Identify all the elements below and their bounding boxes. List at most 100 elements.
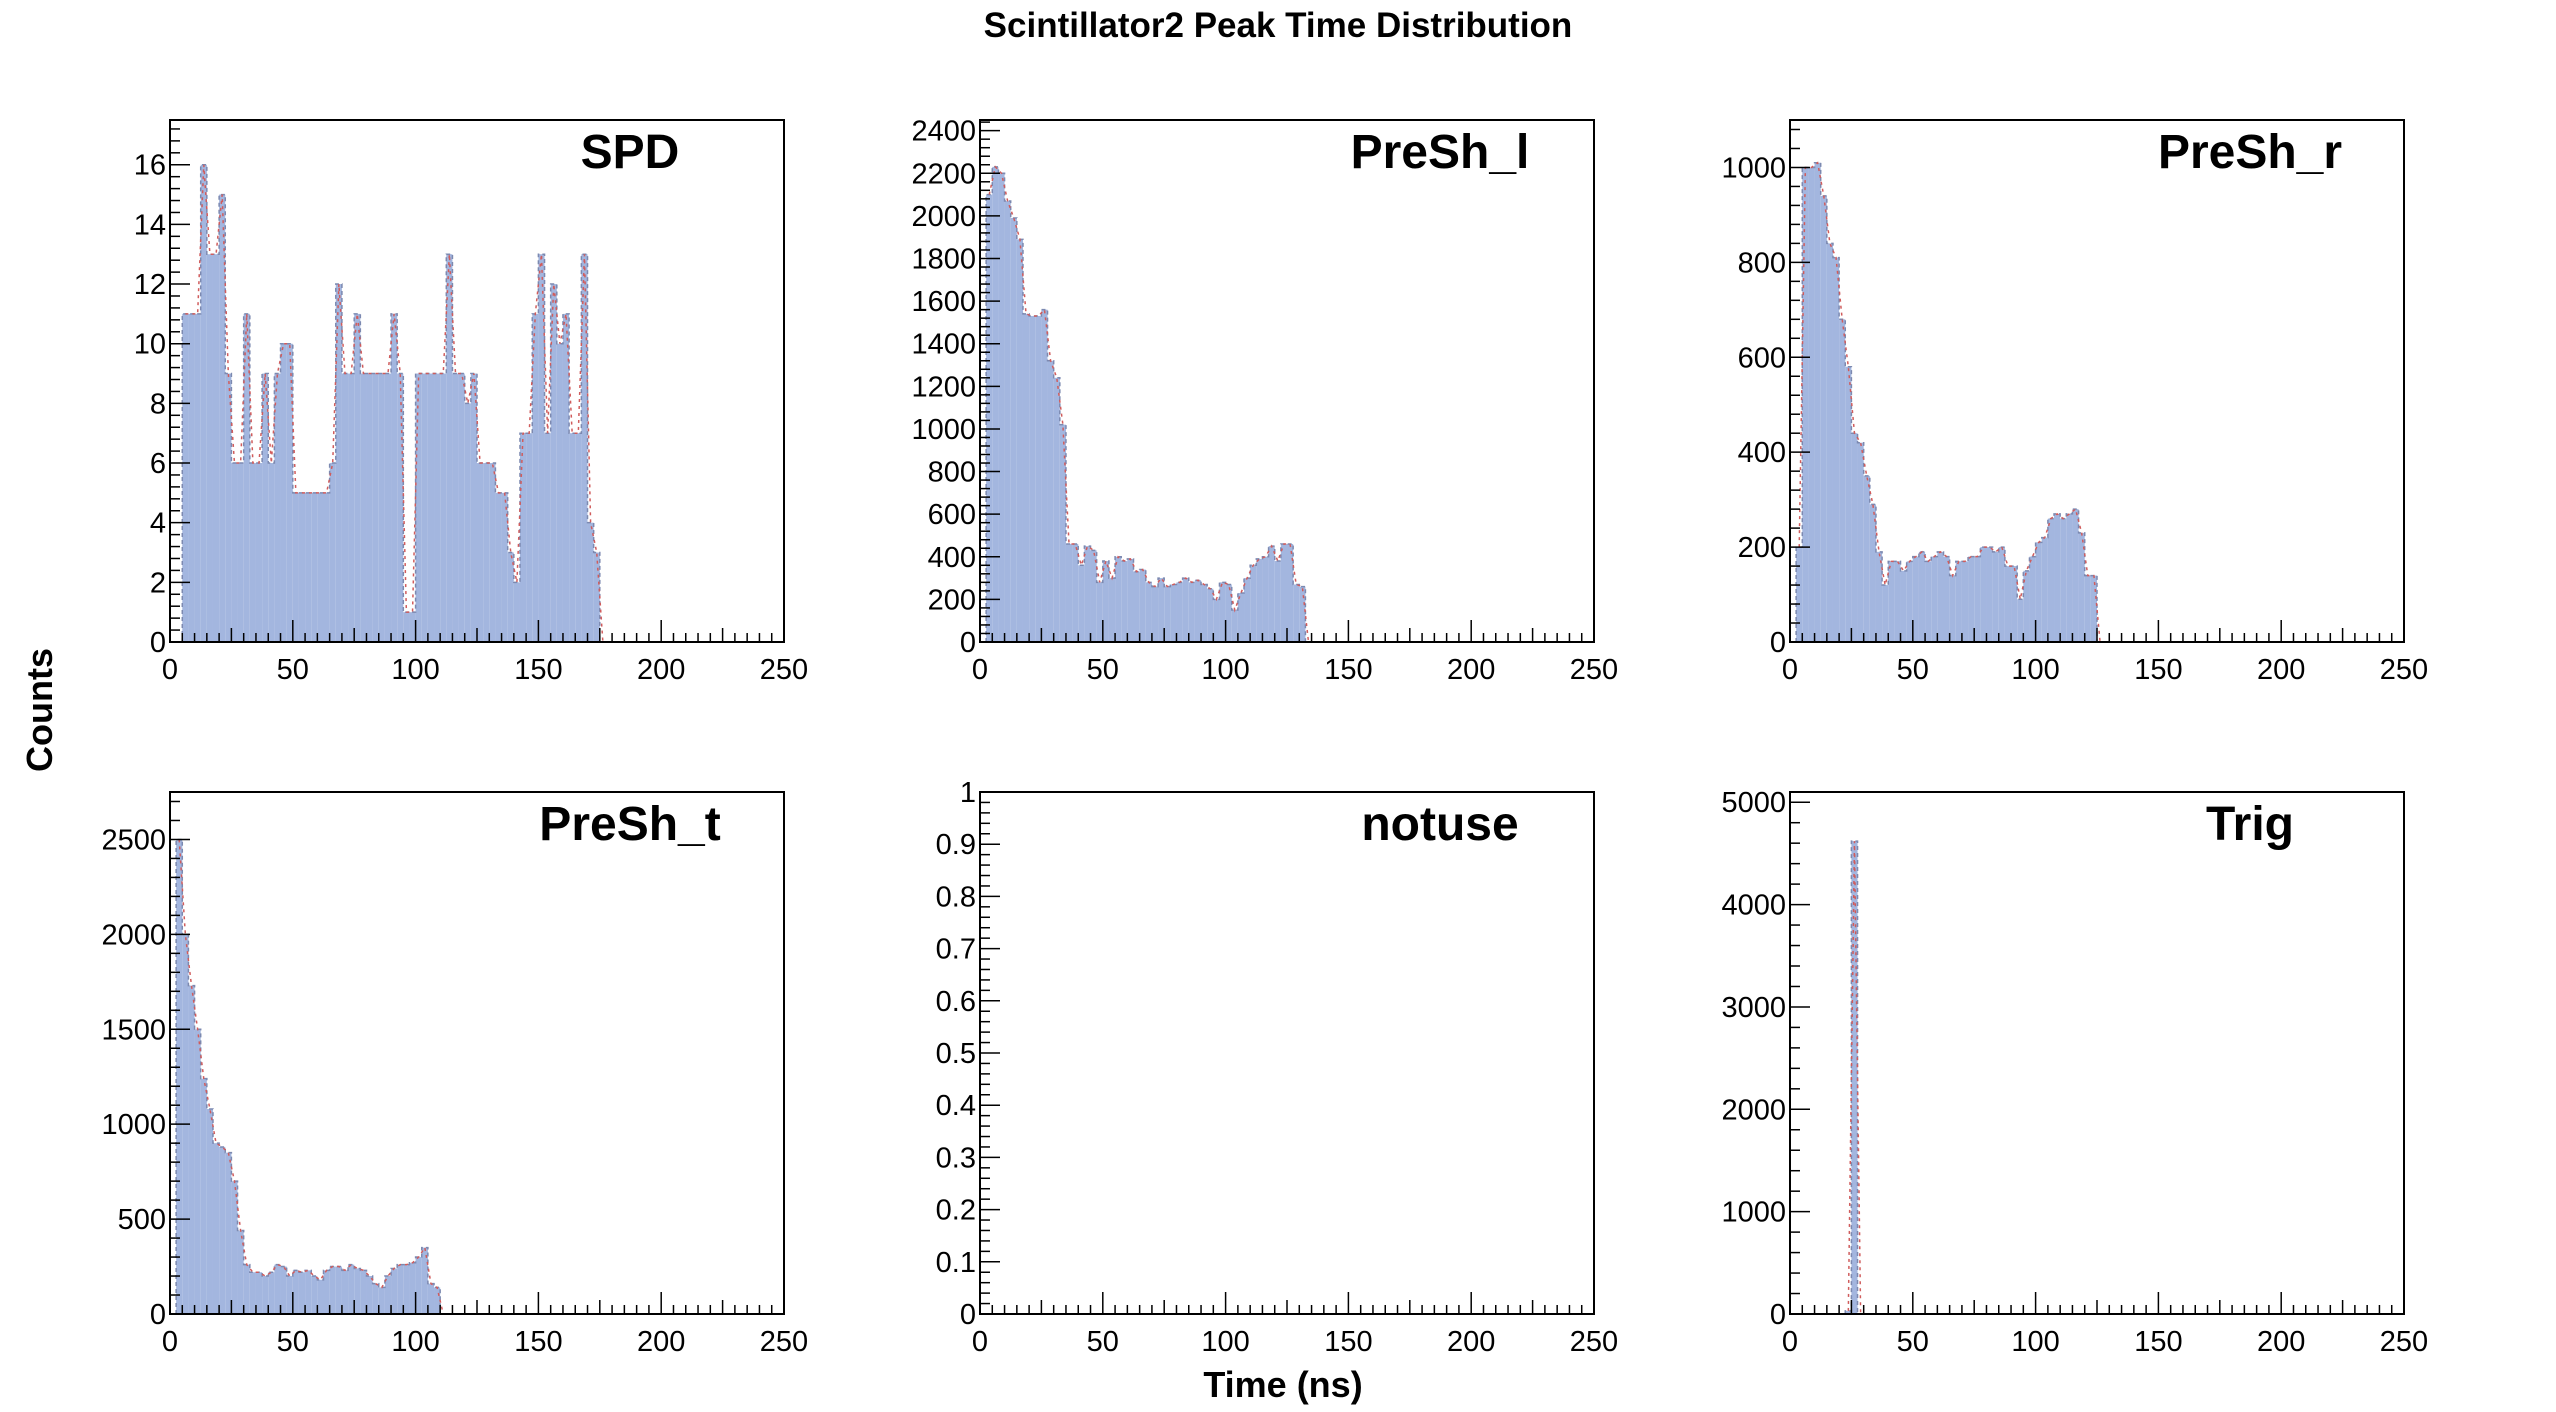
histogram-bar — [366, 1276, 373, 1314]
panel-title: PreSh_r — [2158, 126, 2342, 179]
histogram-bar — [1041, 309, 1048, 642]
histogram-bar — [495, 492, 502, 642]
histogram-bar — [237, 463, 244, 642]
histogram-bar — [581, 254, 588, 642]
histogram-bar — [544, 433, 551, 642]
histogram-bar — [366, 373, 373, 642]
x-tick-label: 150 — [1324, 654, 1372, 686]
y-tick-label: 8 — [150, 388, 166, 420]
histogram-bar — [1968, 556, 1975, 642]
histogram-bar — [237, 1230, 244, 1314]
y-tick-label: 1000 — [911, 414, 976, 446]
histogram-bar — [403, 1264, 410, 1314]
y-tick-label: 10 — [134, 329, 166, 361]
histogram-bar — [1237, 592, 1245, 642]
histogram-bar — [1164, 586, 1171, 642]
histogram-bar — [378, 1287, 385, 1314]
histogram-outline — [181, 163, 606, 642]
histogram-bar — [501, 492, 508, 642]
histogram-bar — [519, 433, 527, 642]
histogram-outline — [175, 838, 447, 1314]
histogram-bar — [262, 1276, 269, 1314]
y-tick-label: 1000 — [101, 1109, 166, 1141]
histogram-bar — [341, 373, 349, 642]
x-tick-label: 0 — [162, 1326, 178, 1358]
histogram-bar — [372, 1283, 379, 1314]
histogram-bar — [354, 313, 361, 642]
y-tick-label: 800 — [928, 457, 976, 489]
histogram-bar — [1084, 546, 1091, 642]
y-tick-label: 800 — [1738, 247, 1786, 279]
histogram-bar — [286, 1276, 293, 1314]
x-axis-label: Time (ns) — [1203, 1364, 1362, 1405]
x-tick-label: 100 — [1201, 1326, 1249, 1358]
histogram-bar — [1139, 569, 1146, 642]
histogram-bar — [1059, 424, 1066, 642]
x-tick-label: 0 — [972, 654, 988, 686]
histogram-bar — [1250, 565, 1257, 642]
histogram-bar — [1882, 585, 1889, 642]
histogram-bar — [434, 1287, 441, 1314]
histogram-bar — [188, 313, 195, 642]
histogram-bar — [360, 1270, 367, 1314]
plot-area — [175, 838, 447, 1314]
x-tick-label: 0 — [162, 654, 178, 686]
histogram-bar — [1078, 565, 1085, 642]
histogram-bar — [384, 1276, 392, 1314]
histogram-bar — [1943, 556, 1950, 642]
y-tick-label: 400 — [928, 542, 976, 574]
histogram-bar — [194, 313, 201, 642]
histogram-bar — [1115, 556, 1122, 642]
histogram-bar — [1906, 561, 1913, 642]
histogram-bar — [532, 313, 539, 642]
y-tick-label: 2400 — [911, 116, 976, 148]
histogram-bar — [1802, 167, 1809, 642]
histogram-bar — [1931, 556, 1938, 642]
y-tick-label: 0.4 — [936, 1090, 976, 1122]
histogram-bar — [1814, 162, 1821, 642]
y-tick-label: 1000 — [1721, 1197, 1786, 1229]
histogram-bar — [1980, 547, 1987, 642]
histogram-bar — [188, 985, 195, 1314]
histogram-bar — [1133, 571, 1140, 642]
histogram-bar — [421, 373, 428, 642]
histogram-bar — [219, 1146, 226, 1314]
y-tick-label: 2000 — [101, 919, 166, 951]
histogram-bar — [1851, 841, 1858, 1314]
histogram-bar — [1022, 313, 1030, 642]
histogram-bar — [403, 612, 410, 642]
histogram-bar — [1863, 475, 1870, 642]
histogram-bar — [348, 373, 355, 642]
histogram-bar — [372, 373, 379, 642]
histogram-bar — [262, 373, 269, 642]
histogram-bar — [2090, 575, 2097, 642]
histogram-bar — [1912, 556, 1919, 642]
histogram-bar — [513, 582, 520, 642]
histogram-bar — [1998, 547, 2005, 642]
histogram-bar — [1158, 578, 1165, 642]
histogram-bar — [1875, 551, 1883, 642]
y-tick-label: 0.7 — [936, 934, 976, 966]
histogram-bar — [2084, 575, 2091, 642]
histogram-bar — [992, 166, 999, 642]
y-tick-label: 1 — [960, 777, 976, 809]
histogram-bar — [249, 463, 256, 642]
x-tick-label: 250 — [1570, 654, 1618, 686]
histogram-bar — [998, 173, 1005, 642]
histogram-bar — [274, 1264, 281, 1314]
x-tick-label: 200 — [1447, 1326, 1495, 1358]
y-tick-label: 200 — [928, 584, 976, 616]
y-tick-label: 1400 — [911, 329, 976, 361]
histogram-bar — [243, 313, 250, 642]
histogram-bar — [986, 194, 993, 642]
x-tick-label: 200 — [1447, 654, 1495, 686]
histogram-bar — [1808, 167, 1815, 642]
histogram-bar — [2066, 513, 2073, 642]
histogram-bar — [2023, 570, 2030, 642]
histogram-bar — [1832, 257, 1840, 642]
histogram-bar — [1262, 556, 1269, 642]
histogram-bar — [2004, 566, 2012, 642]
histogram-bar — [292, 1270, 299, 1314]
y-tick-label: 2000 — [1721, 1094, 1786, 1126]
